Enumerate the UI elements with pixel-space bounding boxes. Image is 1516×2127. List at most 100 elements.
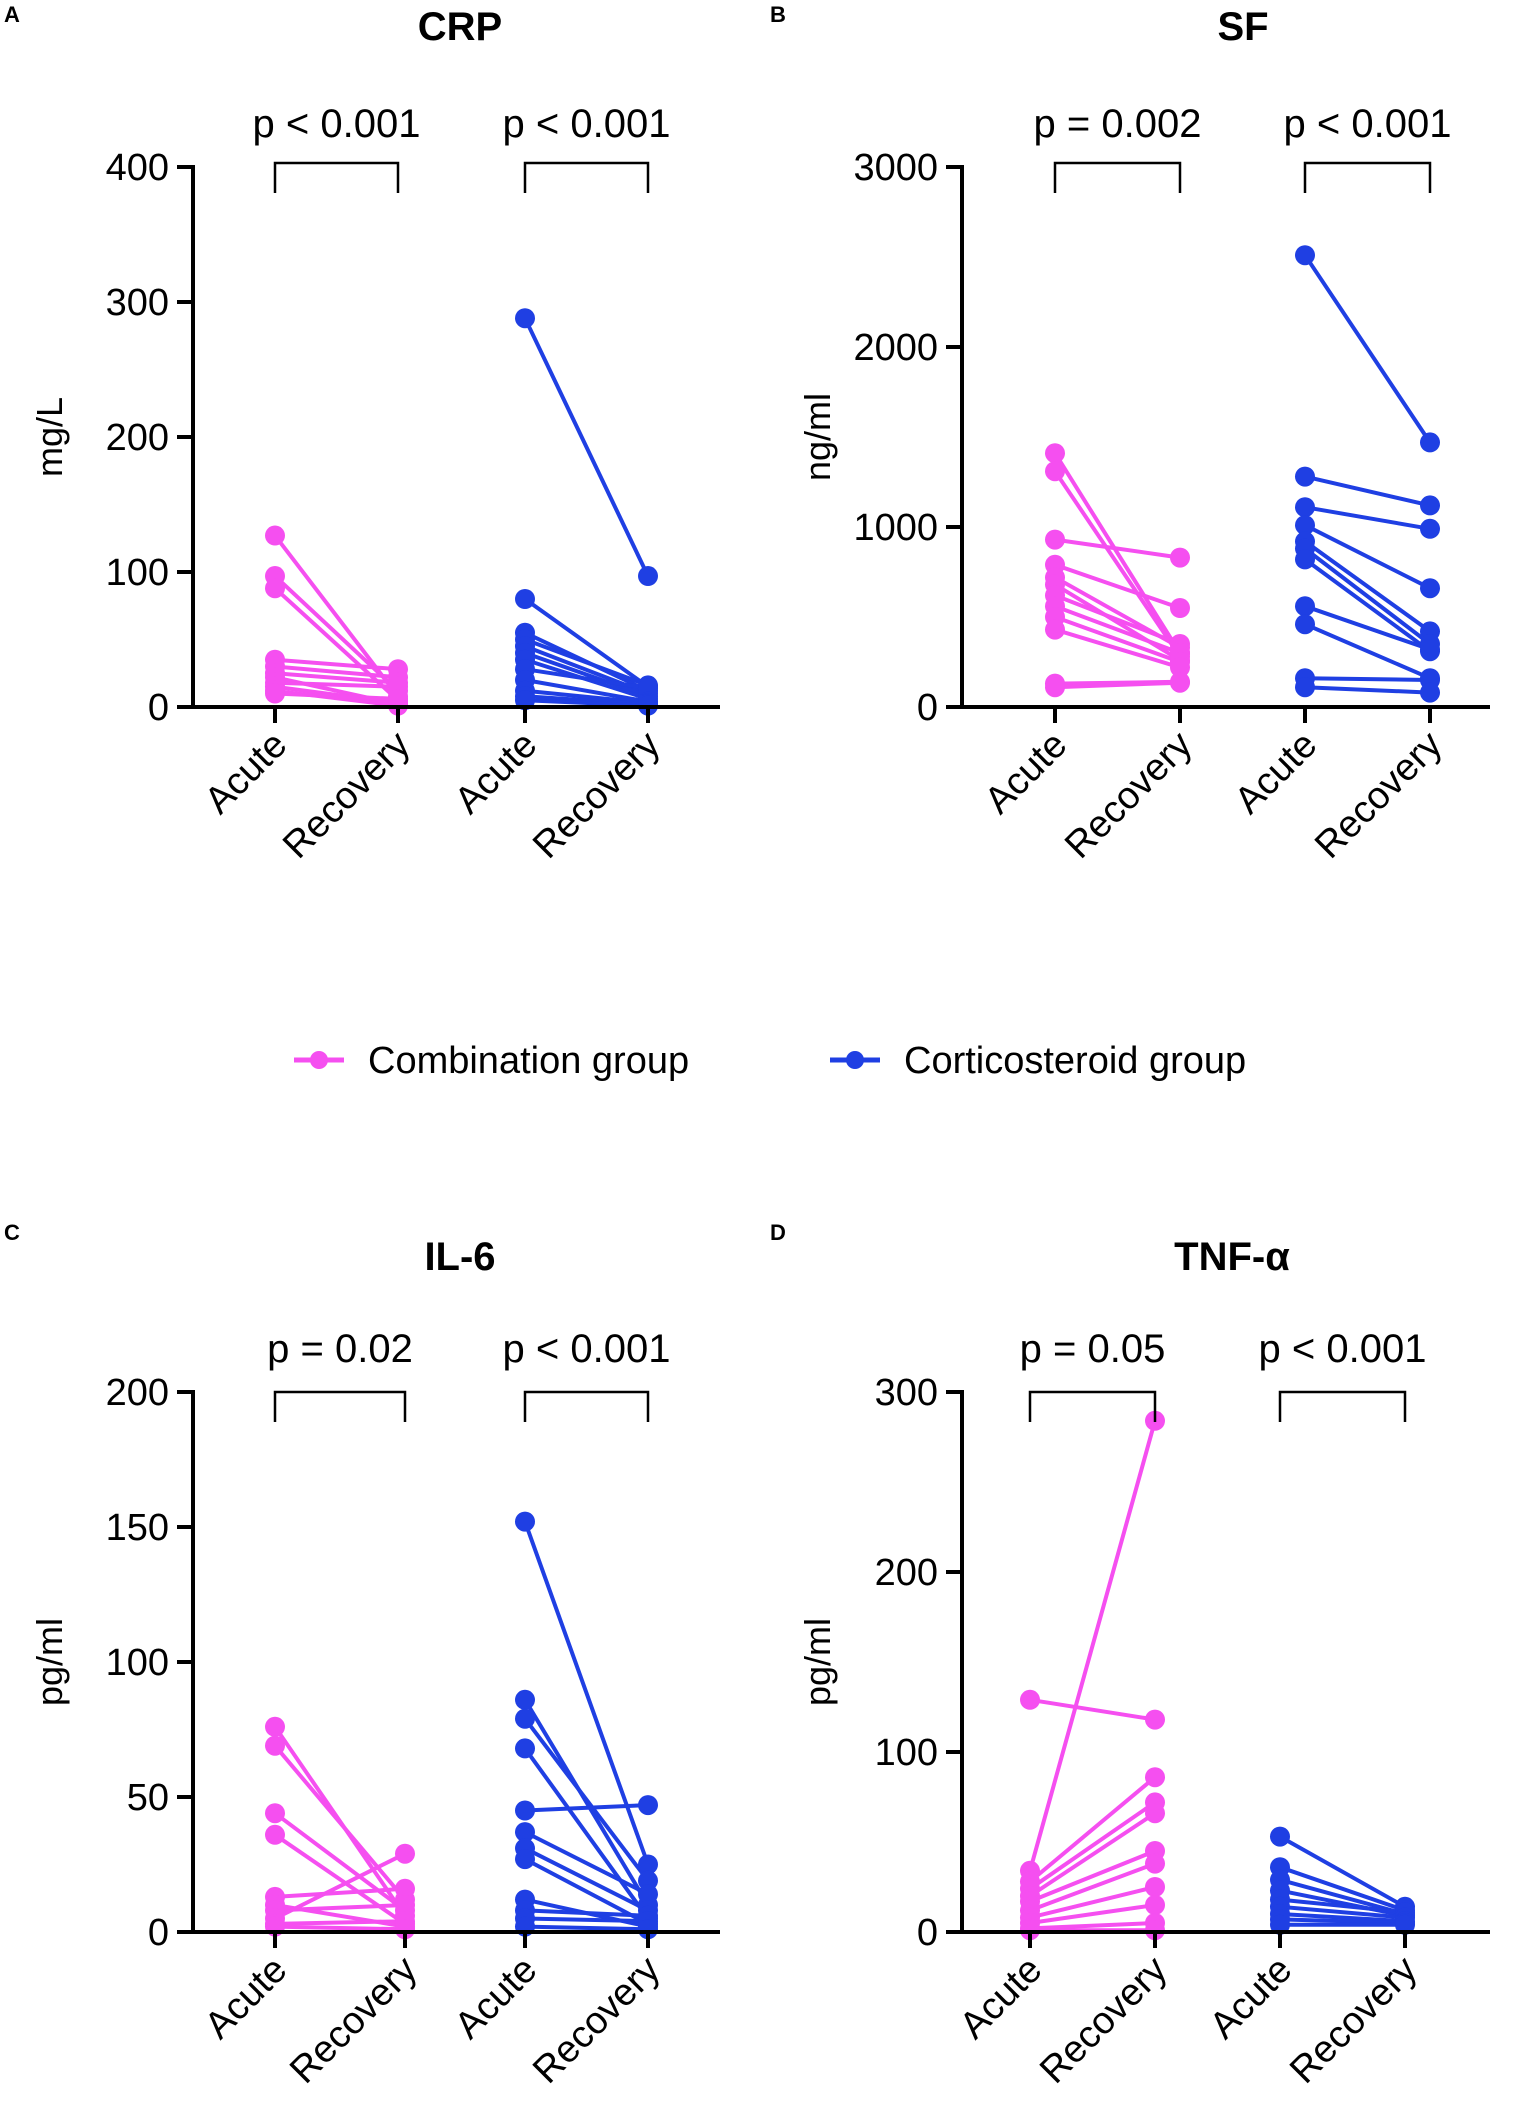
x-tick-label-il-6-0: Acute bbox=[197, 1949, 295, 2047]
series-line-tnf-combination-group-0 bbox=[1029, 1697, 1156, 1722]
series-line-il-6-corticosteroid-group-11 bbox=[524, 1924, 649, 1932]
point-recovery-sf-corticosteroid-group-1 bbox=[1420, 495, 1440, 516]
y-axis-label-crp: mg/L bbox=[29, 397, 70, 477]
point-recovery-il-6-corticosteroid-group-11 bbox=[638, 1919, 658, 1940]
series-line-sf-corticosteroid-group-7 bbox=[1304, 604, 1431, 652]
point-acute-sf-combination-group-11 bbox=[1045, 677, 1065, 698]
series-line-tnf-corticosteroid-group-7 bbox=[1279, 1917, 1406, 1925]
point-recovery-il-6-corticosteroid-group-0 bbox=[638, 1854, 658, 1875]
point-acute-crp-combination-group-2 bbox=[265, 578, 285, 599]
point-acute-sf-corticosteroid-group-0 bbox=[1295, 245, 1315, 266]
series-line-il-6-corticosteroid-group-9 bbox=[524, 1908, 649, 1918]
x-tick-label-sf-1: Recovery bbox=[1057, 724, 1200, 867]
series-line-tnf-combination-group-2 bbox=[1028, 1775, 1157, 1884]
series-line-tnf-combination-group-3 bbox=[1028, 1800, 1157, 1891]
y-tick-label-tnf-300: 300 bbox=[875, 1372, 938, 1414]
y-tick-label-crp-200: 200 bbox=[106, 417, 169, 459]
p-value-tnf-1: p < 0.001 bbox=[1259, 1327, 1427, 1371]
legend-marker-corticosteroid bbox=[846, 1051, 864, 1069]
series-line-il-6-combination-group-4 bbox=[274, 1886, 406, 1899]
point-recovery-tnf-combination-group-6 bbox=[1145, 1853, 1165, 1874]
series-line-il-6-corticosteroid-group-3 bbox=[523, 1747, 650, 1920]
series-line-crp-corticosteroid-group-0 bbox=[523, 317, 650, 577]
x-tick-label-il-6-2: Acute bbox=[447, 1949, 545, 2047]
series-line-crp-combination-group-1 bbox=[273, 574, 400, 693]
point-acute-sf-corticosteroid-group-7 bbox=[1295, 596, 1315, 617]
legend-label-corticosteroid: Corticosteroid group bbox=[904, 1040, 1246, 1082]
series-line-sf-corticosteroid-group-5 bbox=[1303, 547, 1432, 646]
panel-title-sf: SF bbox=[1217, 5, 1268, 49]
series-line-crp-corticosteroid-group-11 bbox=[524, 698, 649, 708]
point-recovery-sf-combination-group-3 bbox=[1170, 598, 1190, 618]
x-tick-label-sf-2: Acute bbox=[1227, 724, 1325, 822]
point-recovery-tnf-combination-group-2 bbox=[1145, 1767, 1165, 1788]
point-acute-il-6-corticosteroid-group-3 bbox=[515, 1738, 535, 1759]
legend-item-combination: Combination group bbox=[294, 1040, 689, 1082]
series-line-sf-combination-group-5 bbox=[1053, 582, 1182, 662]
point-recovery-sf-combination-group-9 bbox=[1170, 657, 1190, 678]
significance-bracket-crp-0 bbox=[273, 161, 400, 193]
x-tick-label-sf-3: Recovery bbox=[1307, 724, 1450, 867]
point-acute-il-6-combination-group-3 bbox=[265, 1824, 285, 1845]
y-tick-label-tnf-0: 0 bbox=[917, 1912, 938, 1954]
point-acute-crp-combination-group-0 bbox=[265, 525, 285, 546]
series-line-tnf-corticosteroid-group-0 bbox=[1279, 1834, 1406, 1909]
panel-letter-a: A bbox=[4, 2, 20, 27]
legend-label-combination: Combination group bbox=[368, 1040, 689, 1082]
series-line-sf-corticosteroid-group-1 bbox=[1304, 474, 1431, 508]
panel-title-il6: IL-6 bbox=[424, 1235, 495, 1279]
series-line-crp-corticosteroid-group-5 bbox=[524, 651, 649, 699]
series-line-tnf-combination-group-1 bbox=[1028, 1420, 1157, 1872]
series-line-crp-combination-group-7 bbox=[274, 680, 399, 689]
series-line-il-6-combination-group-9 bbox=[274, 1924, 406, 1932]
series-line-sf-corticosteroid-group-3 bbox=[1304, 523, 1431, 590]
series-line-crp-combination-group-10 bbox=[274, 691, 399, 701]
series-line-tnf-combination-group-8 bbox=[1029, 1903, 1156, 1925]
x-tick-label-crp-1: Recovery bbox=[275, 724, 418, 867]
x-tick-label-crp-3: Recovery bbox=[525, 724, 668, 867]
p-value-il-6-1: p < 0.001 bbox=[503, 1327, 671, 1371]
series-line-sf-combination-group-1 bbox=[1053, 470, 1182, 658]
p-value-sf-0: p = 0.002 bbox=[1034, 102, 1202, 146]
series-line-tnf-corticosteroid-group-1 bbox=[1279, 1865, 1406, 1913]
series-line-il-6-corticosteroid-group-5 bbox=[524, 1830, 649, 1896]
series-line-crp-corticosteroid-group-1 bbox=[523, 597, 650, 689]
significance-bracket-crp-1 bbox=[523, 161, 650, 193]
point-acute-sf-corticosteroid-group-1 bbox=[1295, 466, 1315, 487]
point-recovery-sf-combination-group-11 bbox=[1170, 672, 1190, 693]
p-value-crp-1: p < 0.001 bbox=[503, 102, 671, 146]
point-recovery-tnf-combination-group-4 bbox=[1145, 1803, 1165, 1824]
point-recovery-il-6-corticosteroid-group-5 bbox=[638, 1884, 658, 1905]
legend-item-corticosteroid: Corticosteroid group bbox=[830, 1040, 1246, 1082]
series-line-crp-combination-group-3 bbox=[274, 657, 399, 672]
point-recovery-il-6-combination-group-6 bbox=[395, 1895, 415, 1915]
y-tick-label-crp-0: 0 bbox=[148, 687, 169, 729]
significance-bracket-tnf-0 bbox=[1028, 1390, 1157, 1422]
y-axis-label-il-6: pg/ml bbox=[29, 1618, 70, 1706]
p-value-tnf-0: p = 0.05 bbox=[1020, 1327, 1166, 1371]
legend-marker-combination bbox=[310, 1051, 328, 1069]
y-tick-label-sf-1000: 1000 bbox=[853, 507, 938, 549]
point-recovery-sf-corticosteroid-group-3 bbox=[1420, 578, 1440, 599]
series-line-tnf-combination-group-5 bbox=[1029, 1849, 1156, 1904]
point-acute-il-6-corticosteroid-group-2 bbox=[515, 1708, 535, 1729]
point-acute-crp-combination-group-10 bbox=[265, 683, 285, 704]
series-line-sf-combination-group-11 bbox=[1054, 680, 1181, 690]
panel-letter-c: C bbox=[4, 1220, 20, 1245]
point-acute-sf-corticosteroid-group-2 bbox=[1295, 497, 1315, 518]
series-line-sf-combination-group-8 bbox=[1054, 615, 1181, 664]
series-line-il-6-corticosteroid-group-6 bbox=[524, 1846, 649, 1913]
series-line-sf-corticosteroid-group-4 bbox=[1303, 539, 1432, 634]
y-tick-label-crp-400: 400 bbox=[106, 147, 169, 189]
x-tick-label-crp-2: Acute bbox=[447, 724, 545, 822]
point-recovery-crp-corticosteroid-group-0 bbox=[638, 566, 658, 587]
point-acute-crp-corticosteroid-group-1 bbox=[515, 589, 535, 609]
legend: Combination group Corticosteroid group bbox=[294, 1040, 1246, 1082]
series-line-sf-combination-group-0 bbox=[1053, 452, 1182, 655]
series-line-il-6-combination-group-7 bbox=[274, 1851, 406, 1921]
